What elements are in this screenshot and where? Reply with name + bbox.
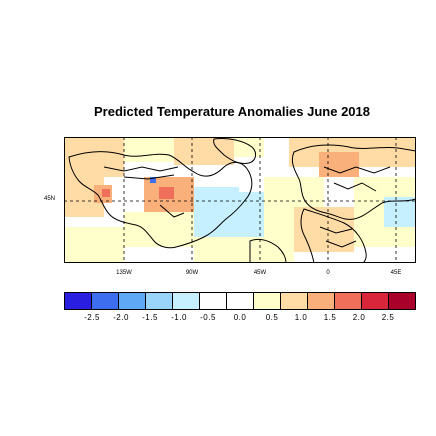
- coastlines: [68, 138, 416, 263]
- anomaly-patch: [194, 187, 264, 237]
- colorbar-swatch: [308, 293, 335, 309]
- map-frame: [64, 137, 416, 263]
- colorbar-tick-label: 0.5: [265, 313, 279, 322]
- north-america-coast: [68, 151, 253, 249]
- border: [103, 166, 179, 172]
- greenland-coast: [213, 138, 257, 164]
- lat-label-45n: 45N: [44, 196, 56, 202]
- colorbar-tick-label: -1.5: [142, 313, 158, 322]
- colorbar-swatch: [389, 293, 415, 309]
- anomaly-patch: [194, 237, 294, 263]
- border: [325, 240, 357, 248]
- map-title: Predicted Temperature Anomalies June 201…: [94, 104, 370, 119]
- colorbar-tick-label: 1.0: [294, 313, 308, 322]
- graticule: [64, 137, 416, 263]
- map-canvas: [64, 137, 416, 263]
- border: [319, 226, 353, 234]
- lon-label-90w: 90W: [185, 270, 199, 276]
- colorbar-tick-label: 0.0: [233, 313, 247, 322]
- colorbar-tick-label: 2.0: [352, 313, 366, 322]
- lon-label-0: 0: [326, 270, 330, 276]
- anomaly-patch: [159, 187, 174, 199]
- colorbar-tick-label: -2.5: [84, 313, 100, 322]
- lon-label-135w: 135W: [116, 270, 132, 276]
- lon-label-45e: 45E: [390, 270, 402, 276]
- border: [123, 174, 175, 180]
- colorbar-tick-label: 1.5: [323, 313, 337, 322]
- border: [159, 204, 185, 218]
- colorbar-swatch: [65, 293, 92, 309]
- anomaly-patch: [64, 137, 124, 177]
- anomaly-map: [64, 137, 416, 263]
- anomaly-patch: [102, 189, 110, 197]
- colorbar-swatch: [281, 293, 308, 309]
- colorbar-swatch: [92, 293, 119, 309]
- anomaly-patch: [384, 197, 416, 227]
- anomaly-patch: [319, 152, 359, 177]
- colorbar-swatch: [119, 293, 146, 309]
- colorbar-swatch: [362, 293, 389, 309]
- anomaly-patch: [150, 177, 156, 183]
- anomaly-patch: [174, 137, 234, 165]
- colorbar-tick-label: -0.5: [200, 313, 216, 322]
- border: [333, 182, 377, 192]
- lon-label-45w: 45W: [253, 270, 267, 276]
- anomaly-patch: [234, 137, 264, 157]
- colorbar-swatch: [200, 293, 227, 309]
- border: [323, 166, 391, 174]
- colorbar-swatch: [173, 293, 200, 309]
- africa-coast: [300, 208, 367, 263]
- colorbar: [64, 292, 416, 310]
- colorbar-swatch: [335, 293, 362, 309]
- colorbar-swatch: [227, 293, 254, 309]
- anomaly-patch: [124, 137, 174, 162]
- eurasia-coast: [291, 144, 416, 220]
- colorbar-tick-label: -2.0: [113, 313, 129, 322]
- colorbar-tick-label: -1.0: [171, 313, 187, 322]
- anomaly-patch: [294, 207, 354, 252]
- colorbar-tick-label: 2.5: [381, 313, 395, 322]
- anomaly-patch: [264, 137, 284, 152]
- anomaly-patch: [64, 227, 124, 263]
- anomaly-patch: [124, 212, 194, 247]
- colorbar-swatch: [254, 293, 281, 309]
- colorbar-swatch: [146, 293, 173, 309]
